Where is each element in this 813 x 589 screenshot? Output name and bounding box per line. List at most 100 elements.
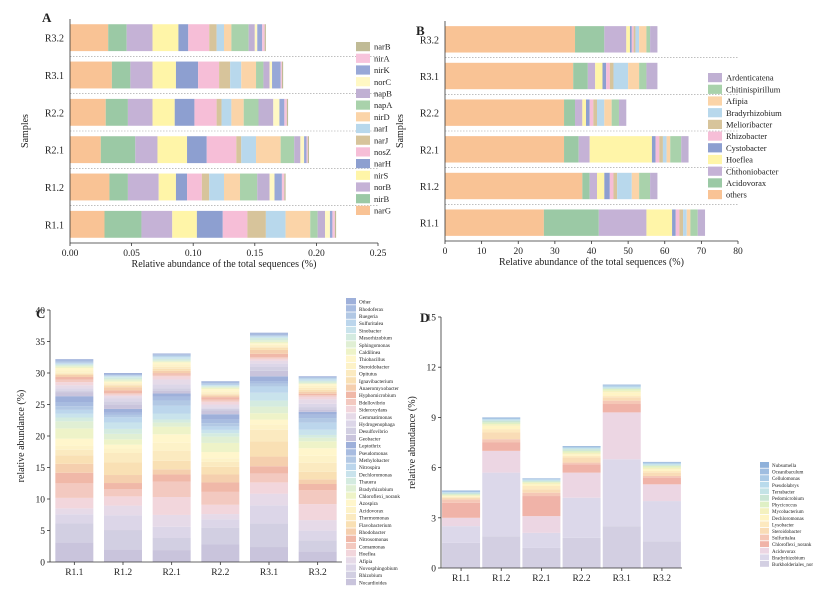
bar-segment-comamonas-r1-1: [55, 483, 94, 498]
bar-segment-rhodoferax-r2-1: [152, 354, 191, 355]
category-label: R2.1: [532, 574, 550, 584]
legend-swatch: [356, 42, 370, 52]
legend-swatch: [760, 501, 769, 508]
bar-segment-norb-r2-1: [135, 136, 158, 164]
bar-segment-others-r1-1: [445, 209, 544, 236]
bar-segment-hydrogenophaga-r1-2: [104, 398, 142, 402]
bar-segment-nirb-r2-1: [100, 136, 136, 164]
bar-segment-napb-r3-1: [263, 61, 270, 89]
bar-segment-norc-r2-2: [273, 98, 280, 126]
bar-segment-pseudolabrys-r3-1: [602, 386, 641, 388]
bar-segment-nird-r1-1: [285, 210, 311, 238]
bar-segment-narg-r3-2: [70, 24, 109, 52]
bar-segment-caldilinea-r1-2: [104, 380, 142, 382]
legend-label: Azospira: [359, 501, 378, 507]
bar-segment-bradyrhizobium-r2-2: [201, 436, 240, 443]
legend-label: Bradyrhizobium: [726, 108, 782, 118]
legend-swatch: [346, 449, 356, 456]
bar-segment-flavobacterium-r1-1: [55, 455, 94, 464]
bar-segment-narh-r3-2: [178, 24, 189, 52]
legend-swatch: [356, 123, 370, 134]
bar-segment-nocardioides-r1-2: [104, 549, 142, 562]
bar-segment-nira-r1-2: [281, 173, 285, 201]
bar-segment-pseudomonas-r2-2: [201, 419, 240, 424]
bar-segment-caldilinea-r2-2: [201, 387, 240, 390]
bar-segment-others-r3-2: [445, 26, 576, 53]
bar-segment-terrabacter-r1-2: [482, 419, 521, 421]
x-tick-label: 20: [514, 247, 524, 257]
bar-segment-norb-r2-2: [127, 98, 153, 126]
bar-segment-thermomonas-r3-1: [250, 429, 288, 442]
bar-segment-mesorhizobium-r2-1: [152, 358, 191, 361]
bar-segment-cystobacter-r2-1: [651, 136, 656, 163]
panel-letter: B: [416, 23, 425, 38]
bar-segment-phycicoccus-r1-1: [442, 494, 481, 496]
bar-segment-methylobacter-r1-1: [55, 406, 94, 410]
bar-segment-chloroflexi-norank-r2-2: [201, 442, 240, 453]
bar-segment-nitrosomonas-r1-1: [55, 472, 94, 484]
bar-segment-sinobacter-r1-2: [104, 376, 142, 378]
legend-swatch: [346, 334, 356, 341]
bar-segment-afipia-r1-1: [686, 209, 691, 236]
legend-label: narJ: [374, 135, 389, 145]
bar-segment-geobacter-r3-1: [250, 370, 288, 377]
legend-label: Cellulomonas: [772, 477, 800, 482]
bar-segment-ardenticatena-r1-1: [697, 209, 706, 236]
bar-segment-nirb-r3-1: [111, 61, 131, 89]
bar-segment-nira-r3-2: [262, 24, 265, 52]
x-tick-label: 10: [477, 247, 487, 257]
x-axis-title: Relative abundance of the total sequence…: [499, 257, 684, 268]
bar-segment-rhodobacter-r1-1: [55, 463, 94, 473]
bar-segment-chloroflexi-norank-r3-1: [250, 413, 288, 420]
bar-segment-burkholderiales-norank-r2-2: [562, 537, 601, 568]
bar-segment-nird-r2-2: [231, 98, 244, 126]
bar-segment-thauera-r1-1: [55, 417, 94, 422]
legend-label: narI: [374, 124, 388, 134]
bar-segment-steroidobacter-r1-1: [442, 497, 481, 500]
bar-segment-cellulomonas-r1-2: [482, 418, 521, 420]
y-axis-title: Samples: [20, 114, 31, 148]
bar-segment-bradyrhizobium-r3-2: [298, 437, 337, 442]
bar-segment-nirk-r3-2: [257, 24, 263, 52]
bar-segment-narg-r2-2: [70, 98, 106, 126]
bar-segment-sideroxydans-r3-2: [298, 396, 337, 400]
bar-segment-ruegeria-r1-1: [55, 361, 94, 363]
legend-label: Melioribacter: [726, 120, 772, 130]
x-tick-label: 0.20: [308, 249, 325, 259]
bar-segment-chitinispirillum-r2-1: [670, 136, 682, 163]
bar-segment-mycobacterium-r3-1: [602, 390, 641, 393]
bar-segment-rhizobacter-r1-1: [675, 209, 680, 236]
bar-segment-hydrogenophaga-r2-1: [152, 384, 191, 389]
bar-segment-sinobacter-r3-2: [298, 379, 337, 381]
bar-segment-thauera-r2-2: [201, 433, 240, 437]
bar-segment-sphingomonas-r3-1: [250, 340, 288, 342]
legend-label: Rhizobium: [359, 573, 382, 579]
legend-swatch: [346, 499, 356, 506]
bar-segment-bradyrhizobium-r1-1: [442, 526, 481, 543]
y-tick-label: 35: [36, 338, 46, 348]
bar-segment-melioribacter-r2-1: [659, 136, 663, 163]
bar-segment-bradyrhizobium-r2-2: [562, 497, 601, 538]
bar-segment-cystobacter-r1-1: [672, 209, 676, 236]
bar-segment-napa-r2-1: [280, 136, 295, 164]
x-axis-title: Relative abundance of the total sequence…: [132, 259, 317, 270]
category-label: R1.2: [420, 182, 439, 193]
bar-segment-chitinispirillum-r3-2: [646, 26, 651, 53]
bar-segment-steroidobacter-r2-1: [522, 489, 561, 493]
legend-label: Novosphingobium: [359, 566, 398, 572]
bar-segment-hoeflea-r2-2: [582, 99, 587, 126]
legend-label: Pseudolabrys: [772, 484, 799, 489]
bar-segment-afipia-r1-1: [55, 508, 94, 515]
bar-segment-sinobacter-r1-1: [55, 363, 94, 365]
legend-swatch: [346, 319, 356, 326]
bar-segment-nirk-r3-1: [272, 61, 281, 89]
bar-segment-other-r2-2: [201, 381, 240, 382]
bar-segment-rhodoferax-r3-2: [298, 376, 337, 378]
legend-swatch: [346, 305, 356, 312]
bar-segment-sphingomonas-r1-1: [55, 365, 94, 367]
bar-segment-afipia-r3-1: [628, 62, 640, 90]
legend-swatch: [346, 312, 356, 319]
bar-segment-nird-r3-1: [241, 61, 257, 89]
bar-segment-others-r1-2: [445, 172, 583, 200]
